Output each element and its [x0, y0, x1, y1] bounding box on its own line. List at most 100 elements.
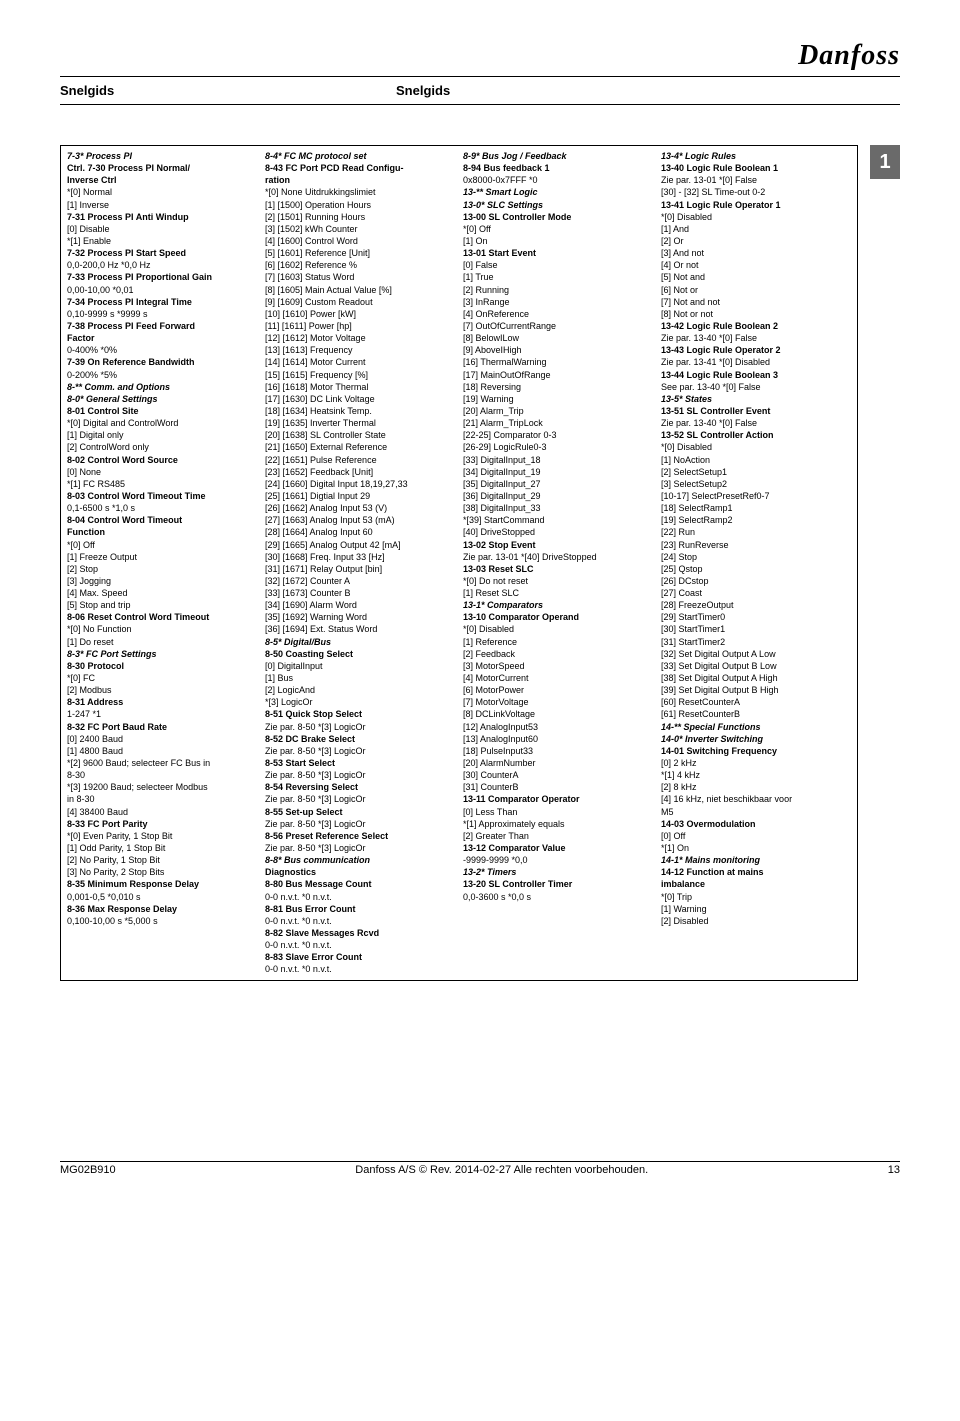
- param-line: [2] ControlWord only: [67, 441, 257, 453]
- param-line: 8-56 Preset Reference Select: [265, 830, 455, 842]
- param-line: 13-1* Comparators: [463, 599, 653, 611]
- param-line: 14-12 Function at mains: [661, 866, 851, 878]
- param-line: 8-8* Bus communication: [265, 854, 455, 866]
- param-line: 13-2* Timers: [463, 866, 653, 878]
- param-line: [36] [1694] Ext. Status Word: [265, 623, 455, 635]
- header-center: Snelgids: [396, 83, 450, 98]
- param-line: 13-20 SL Controller Timer: [463, 878, 653, 890]
- param-line: 7-32 Process PI Start Speed: [67, 247, 257, 259]
- param-line: [35] DigitalInput_27: [463, 478, 653, 490]
- param-line: [4] 16 kHz, niet beschikbaar voor: [661, 793, 851, 805]
- param-line: [14] [1614] Motor Current: [265, 356, 455, 368]
- param-line: [1] 4800 Baud: [67, 745, 257, 757]
- param-line: [1] On: [463, 235, 653, 247]
- param-line: Zie par. 13-01 *[0] False: [661, 174, 851, 186]
- param-line: 0-200% *5%: [67, 369, 257, 381]
- param-line: [1] NoAction: [661, 454, 851, 466]
- param-line: [2] Feedback: [463, 648, 653, 660]
- param-line: [1] Reset SLC: [463, 587, 653, 599]
- param-line: [0] Off: [661, 830, 851, 842]
- param-line: *[0] Off: [463, 223, 653, 235]
- param-line: 13-10 Comparator Operand: [463, 611, 653, 623]
- param-line: [18] [1634] Heatsink Temp.: [265, 405, 455, 417]
- param-line: [9] AboveIHigh: [463, 344, 653, 356]
- param-line: 8-32 FC Port Baud Rate: [67, 721, 257, 733]
- param-line: See par. 13-40 *[0] False: [661, 381, 851, 393]
- param-line: [1] Freeze Output: [67, 551, 257, 563]
- param-line: [16] [1618] Motor Thermal: [265, 381, 455, 393]
- param-line: [1] Inverse: [67, 199, 257, 211]
- param-line: Diagnostics: [265, 866, 455, 878]
- param-line: [23] RunReverse: [661, 539, 851, 551]
- param-line: 14-03 Overmodulation: [661, 818, 851, 830]
- param-line: Zie par. 13-01 *[40] DriveStopped: [463, 551, 653, 563]
- param-line: 8-54 Reversing Select: [265, 781, 455, 793]
- param-line: 8-5* Digital/Bus: [265, 636, 455, 648]
- param-line: 8-02 Control Word Source: [67, 454, 257, 466]
- param-line: [33] [1673] Counter B: [265, 587, 455, 599]
- footer-left: MG02B910: [60, 1164, 116, 1176]
- param-line: [0] 2400 Baud: [67, 733, 257, 745]
- param-line: [6] MotorPower: [463, 684, 653, 696]
- param-line: [4] [1600] Control Word: [265, 235, 455, 247]
- param-line: *[39] StartCommand: [463, 514, 653, 526]
- param-line: 1-247 *1: [67, 708, 257, 720]
- param-line: [13] AnalogInput60: [463, 733, 653, 745]
- param-line: [0] Less Than: [463, 806, 653, 818]
- param-line: [34] [1690] Alarm Word: [265, 599, 455, 611]
- param-line: *[3] LogicOr: [265, 696, 455, 708]
- sub-header: Snelgids Snelgids: [60, 77, 900, 105]
- param-line: [1] [1500] Operation Hours: [265, 199, 455, 211]
- param-line: [4] MotorCurrent: [463, 672, 653, 684]
- param-line: [5] Stop and trip: [67, 599, 257, 611]
- param-line: [2] [1501] Running Hours: [265, 211, 455, 223]
- param-line: 13-12 Comparator Value: [463, 842, 653, 854]
- param-line: [3] No Parity, 2 Stop Bits: [67, 866, 257, 878]
- param-line: Function: [67, 526, 257, 538]
- param-line: 13-0* SLC Settings: [463, 199, 653, 211]
- param-line: [2] Greater Than: [463, 830, 653, 842]
- param-line: [33] Set Digital Output B Low: [661, 660, 851, 672]
- param-line: 8-53 Start Select: [265, 757, 455, 769]
- param-line: 7-31 Process PI Anti Windup: [67, 211, 257, 223]
- param-line: [2] 8 kHz: [661, 781, 851, 793]
- param-line: [7] [1603] Status Word: [265, 271, 455, 283]
- param-line: 0,0-3600 s *0,0 s: [463, 891, 653, 903]
- param-line: 8-4* FC MC protocol set: [265, 150, 455, 162]
- param-line: [7] OutOfCurrentRange: [463, 320, 653, 332]
- param-line: [35] [1692] Warning Word: [265, 611, 455, 623]
- company-logo: Danfoss: [798, 40, 900, 72]
- param-line: [4] OnReference: [463, 308, 653, 320]
- param-line: 8-01 Control Site: [67, 405, 257, 417]
- param-line: [12] [1612] Motor Voltage: [265, 332, 455, 344]
- column-1: 7-3* Process PICtrl. 7-30 Process PI Nor…: [67, 150, 265, 976]
- param-line: [23] [1652] Feedback [Unit]: [265, 466, 455, 478]
- param-line: 7-39 On Reference Bandwidth: [67, 356, 257, 368]
- param-line: [10-17] SelectPresetRef0-7: [661, 490, 851, 502]
- param-line: [24] [1660] Digital Input 18,19,27,33: [265, 478, 455, 490]
- param-line: 13-4* Logic Rules: [661, 150, 851, 162]
- param-line: 8-35 Minimum Response Delay: [67, 878, 257, 890]
- param-line: [32] [1672] Counter A: [265, 575, 455, 587]
- param-line: 8-52 DC Brake Select: [265, 733, 455, 745]
- param-line: [18] PulseInput33: [463, 745, 653, 757]
- param-line: 13-** Smart Logic: [463, 186, 653, 198]
- param-line: [31] CounterB: [463, 781, 653, 793]
- param-line: *[0] Digital and ControlWord: [67, 417, 257, 429]
- param-line: [10] [1610] Power [kW]: [265, 308, 455, 320]
- param-line: 7-34 Process PI Integral Time: [67, 296, 257, 308]
- param-line: [8] BelowILow: [463, 332, 653, 344]
- param-line: *[0] No Function: [67, 623, 257, 635]
- param-line: 8-** Comm. and Options: [67, 381, 257, 393]
- param-line: [5] [1601] Reference [Unit]: [265, 247, 455, 259]
- param-line: [20] Alarm_Trip: [463, 405, 653, 417]
- param-line: *[3] 19200 Baud; selecteer Modbus: [67, 781, 257, 793]
- param-line: [3] SelectSetup2: [661, 478, 851, 490]
- param-line: 13-52 SL Controller Action: [661, 429, 851, 441]
- param-line: [5] Not and: [661, 271, 851, 283]
- param-line: 14-0* Inverter Switching: [661, 733, 851, 745]
- param-line: 8-31 Address: [67, 696, 257, 708]
- param-line: [19] [1635] Inverter Thermal: [265, 417, 455, 429]
- param-line: [34] DigitalInput_19: [463, 466, 653, 478]
- param-line: [19] Warning: [463, 393, 653, 405]
